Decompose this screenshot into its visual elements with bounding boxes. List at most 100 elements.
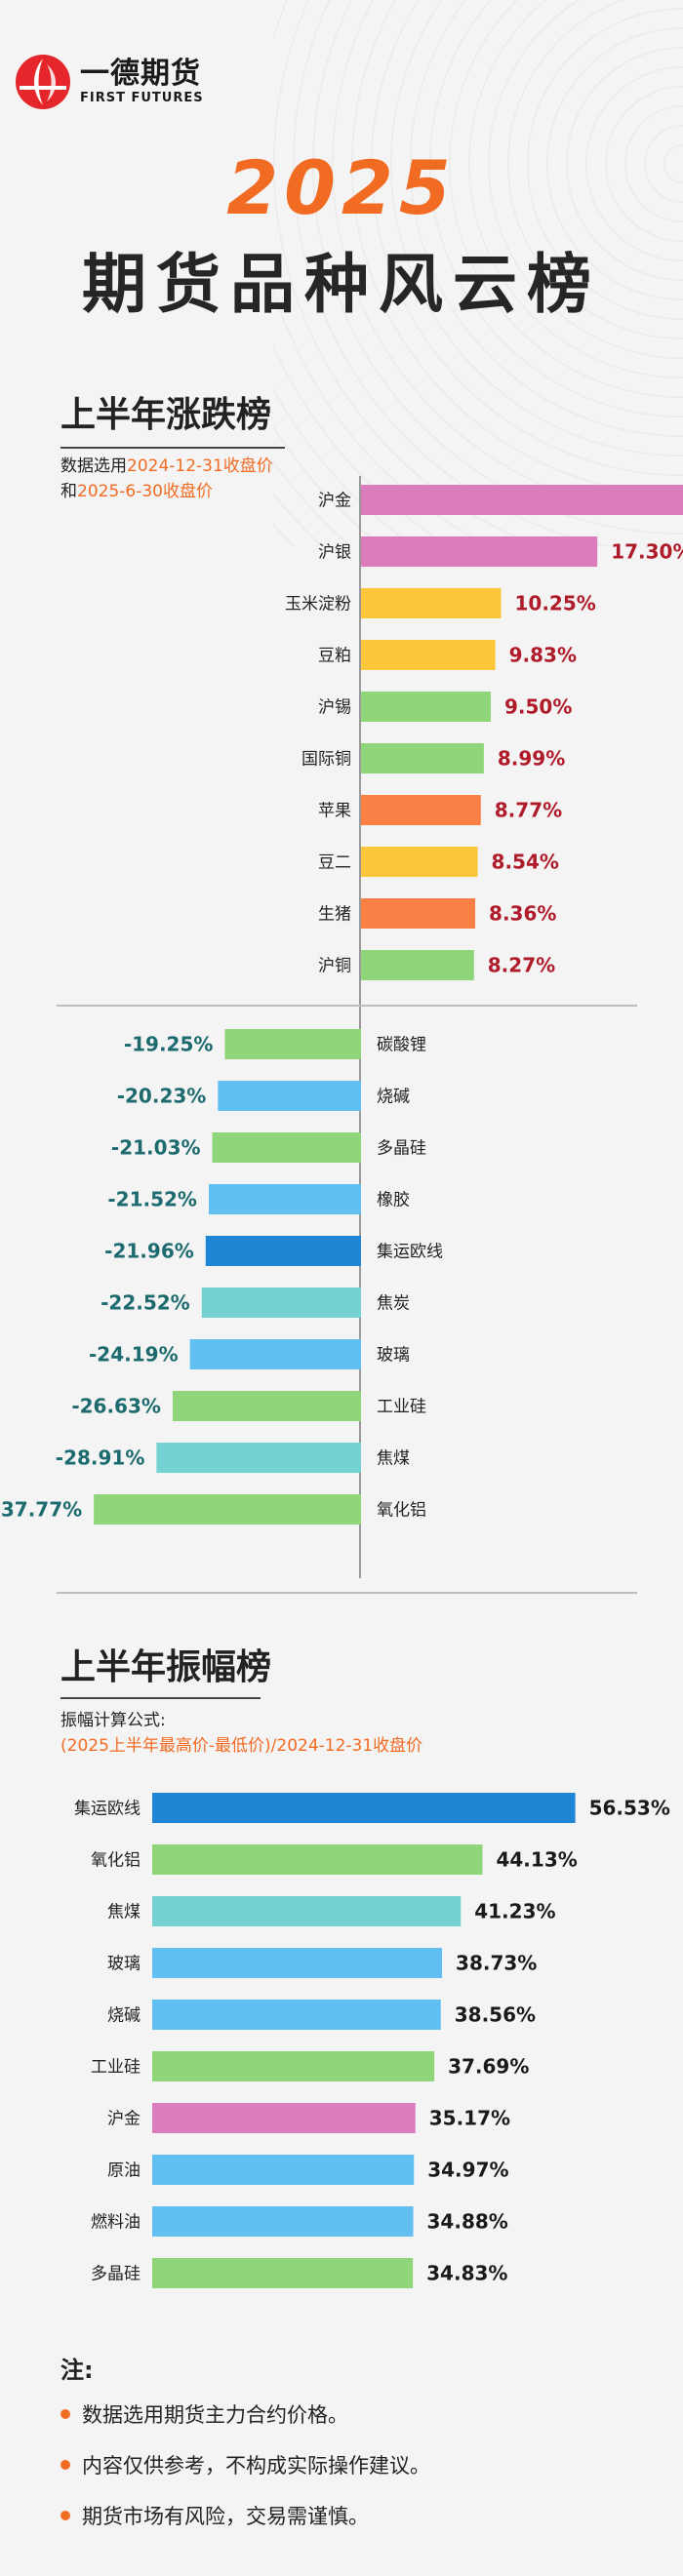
- category-label: 焦煤: [377, 1449, 410, 1469]
- category-label: 沪铜: [318, 957, 351, 976]
- bar-gain: [361, 485, 683, 515]
- brand-logo: 一德期货 FIRST FUTURES: [14, 53, 204, 111]
- value-label: 34.88%: [427, 2210, 508, 2234]
- category-label: 碳酸锂: [377, 1036, 426, 1055]
- bar-amplitude: [152, 2103, 416, 2133]
- category-label: 氧化铝: [377, 1501, 426, 1521]
- value-label: 38.56%: [455, 2003, 536, 2027]
- bar-gain: [361, 536, 598, 567]
- bar-gain: [361, 898, 476, 929]
- value-label: 8.77%: [495, 799, 562, 822]
- footer-item: 内容仅供参考，不构成实际操作建议。: [60, 2450, 430, 2479]
- value-label: 38.73%: [456, 1952, 537, 1975]
- bar-amplitude: [152, 2258, 414, 2288]
- footer-item: 数据选用期货主力合约价格。: [60, 2399, 348, 2429]
- value-label: 34.83%: [426, 2262, 507, 2285]
- category-label: 豆二: [318, 853, 351, 873]
- section2-formula-label: 振幅计算公式:: [60, 1711, 166, 1730]
- value-label: -28.91%: [56, 1447, 145, 1470]
- value-label: 35.17%: [429, 2107, 510, 2130]
- bar-gain: [361, 795, 481, 825]
- logo-icon: [14, 53, 72, 111]
- value-label: 8.27%: [488, 954, 555, 977]
- bar-loss: [189, 1339, 361, 1369]
- section2-formula: (2025上半年最高价-最低价)/2024-12-31收盘价: [60, 1736, 423, 1756]
- footer-title: 注:: [60, 2357, 94, 2384]
- bar-amplitude: [152, 2051, 435, 2081]
- category-label: 烧碱: [107, 2006, 141, 2026]
- footer-item: 期货市场有风险，交易需谨慎。: [60, 2501, 369, 2530]
- bar-loss: [201, 1288, 361, 1318]
- category-label: 玻璃: [377, 1346, 410, 1366]
- value-label: 41.23%: [474, 1900, 555, 1923]
- bar-gain: [361, 692, 491, 722]
- category-label: 烧碱: [377, 1088, 410, 1107]
- page-title: 期货品种风云榜: [82, 247, 601, 322]
- bar-amplitude: [152, 1793, 576, 1823]
- divider-2: [57, 1592, 637, 1594]
- value-label: -21.52%: [107, 1188, 197, 1211]
- category-label: 苹果: [318, 802, 351, 821]
- bullet-icon: [60, 2511, 70, 2520]
- chart-axis: [359, 476, 361, 1578]
- section1-note-1: 数据选用2024-12-31收盘价: [60, 456, 273, 476]
- bar-loss: [156, 1443, 361, 1473]
- divider-1: [57, 1005, 637, 1007]
- value-label: -21.96%: [104, 1240, 194, 1263]
- category-label: 豆粕: [318, 647, 351, 666]
- value-label: -37.77%: [0, 1498, 82, 1522]
- value-label: 8.99%: [498, 747, 565, 771]
- section1-underline: [60, 447, 285, 449]
- category-label: 氧化铝: [91, 1851, 141, 1871]
- bar-loss: [212, 1132, 361, 1163]
- brand-name-en: FIRST FUTURES: [80, 91, 204, 105]
- bar-amplitude: [152, 2206, 414, 2237]
- category-label: 生猪: [318, 905, 351, 925]
- category-label: 多晶硅: [377, 1139, 426, 1159]
- section2-underline: [60, 1697, 261, 1699]
- category-label: 沪金: [107, 2110, 141, 2129]
- bar-amplitude: [152, 1948, 443, 1978]
- section2-title: 上半年振幅榜: [60, 1647, 272, 1687]
- value-label: 44.13%: [496, 1848, 577, 1872]
- value-label: 8.54%: [492, 851, 559, 874]
- value-label: -22.52%: [100, 1291, 190, 1315]
- bullet-icon: [60, 2409, 70, 2419]
- bar-gain: [361, 847, 478, 877]
- value-label: 8.36%: [489, 902, 556, 926]
- bar-gain: [361, 640, 496, 670]
- category-label: 橡胶: [377, 1191, 410, 1210]
- value-label: 9.50%: [504, 695, 572, 719]
- value-label: -19.25%: [124, 1033, 214, 1056]
- bar-loss: [94, 1494, 361, 1525]
- category-label: 国际铜: [301, 750, 351, 770]
- bar-loss: [205, 1236, 361, 1266]
- category-label: 焦炭: [377, 1294, 410, 1314]
- title-year: 2025: [226, 144, 457, 231]
- value-label: -20.23%: [117, 1085, 207, 1108]
- value-label: 17.30%: [611, 540, 683, 564]
- category-label: 工业硅: [91, 2058, 141, 2078]
- section1-note-2: 和2025-6-30收盘价: [60, 482, 213, 501]
- bar-amplitude: [152, 2000, 441, 2030]
- category-label: 燃料油: [91, 2213, 141, 2233]
- value-label: 10.25%: [515, 592, 596, 615]
- bar-gain: [361, 950, 474, 980]
- value-label: -24.19%: [89, 1343, 179, 1367]
- value-label: -26.63%: [71, 1395, 161, 1418]
- bar-loss: [172, 1391, 361, 1421]
- category-label: 工业硅: [377, 1398, 426, 1417]
- bar-amplitude: [152, 1896, 462, 1926]
- bar-loss: [218, 1081, 361, 1111]
- category-label: 多晶硅: [91, 2265, 141, 2284]
- category-label: 玉米淀粉: [285, 595, 351, 614]
- category-label: 沪银: [318, 543, 351, 563]
- category-label: 焦煤: [107, 1903, 141, 1922]
- bar-gain: [361, 743, 484, 773]
- bar-amplitude: [152, 2155, 415, 2185]
- category-label: 集运欧线: [74, 1800, 141, 1819]
- bar-gain: [361, 588, 502, 618]
- bar-loss: [208, 1184, 361, 1214]
- value-label: 34.97%: [427, 2159, 508, 2182]
